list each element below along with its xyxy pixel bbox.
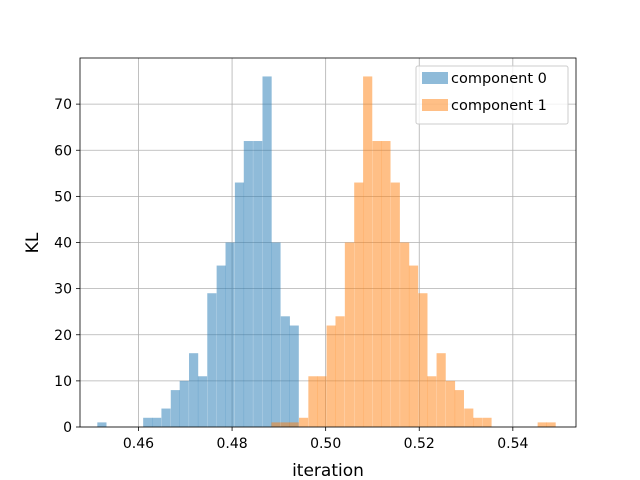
x-tick-label: 0.50 [310, 436, 341, 452]
y-tick-label: 10 [54, 374, 72, 390]
histogram-bar [225, 242, 235, 427]
legend-swatch [422, 99, 448, 111]
histogram-bar [262, 76, 272, 427]
legend-label: component 1 [451, 98, 547, 114]
histogram-bar [170, 390, 180, 427]
x-tick-label: 0.48 [216, 436, 247, 452]
histogram-bar [216, 265, 226, 427]
histogram-bar [418, 293, 428, 427]
histogram-bar [326, 325, 336, 427]
histogram-bar [344, 242, 355, 427]
histogram-bar [152, 417, 162, 427]
y-tick-label: 40 [54, 236, 72, 252]
histogram-bar [464, 408, 474, 427]
y-tick-label: 0 [63, 420, 72, 436]
series-0-bars [97, 76, 299, 427]
histogram-bar [253, 141, 263, 427]
histogram-bar [143, 417, 153, 427]
histogram-bar [197, 376, 208, 427]
series-1-bars [271, 76, 556, 427]
histogram-bar [445, 380, 456, 427]
histogram-bars [97, 76, 556, 427]
histogram-bar [390, 182, 400, 427]
axis-ticks: 0.46 0.48 0.50 0.52 0.54 0 10 20 30 40 50 60 70 [54, 97, 528, 452]
histogram-bar [354, 182, 364, 427]
histogram-bar [427, 376, 437, 427]
legend-swatch [422, 72, 448, 84]
histogram-bar [408, 265, 419, 427]
histogram-bar [317, 376, 327, 427]
histogram-bar [207, 293, 217, 427]
histogram-bar [335, 316, 345, 427]
histogram-bar [97, 422, 107, 427]
histogram-bar [546, 422, 556, 427]
histogram-bar [454, 390, 464, 427]
y-tick-label: 30 [54, 282, 72, 298]
legend-box [415, 65, 569, 125]
histogram-bar [161, 408, 171, 427]
histogram-bar [473, 417, 483, 427]
y-tick-label: 50 [54, 189, 72, 205]
histogram-bar [308, 376, 318, 427]
histogram-bar [179, 380, 189, 427]
histogram-bar [372, 141, 382, 427]
histogram-bar [189, 353, 199, 427]
histogram-bar [243, 141, 253, 427]
legend: component 0 component 1 [415, 65, 569, 125]
x-tick-label: 0.54 [497, 436, 528, 452]
y-tick-label: 70 [54, 97, 72, 113]
histogram-bar [234, 182, 245, 427]
legend-label: component 0 [451, 71, 547, 87]
histogram-bar [271, 422, 281, 427]
y-axis-label: KL [23, 232, 43, 253]
x-axis-label: iteration [292, 461, 364, 480]
x-tick-label: 0.52 [404, 436, 435, 452]
histogram-bar [271, 242, 281, 427]
histogram-bar [537, 422, 547, 427]
histogram-bar [436, 353, 446, 427]
histogram-bar [298, 417, 309, 427]
x-tick-label: 0.46 [123, 436, 154, 452]
histogram-bar [482, 417, 492, 427]
histogram-bar [381, 141, 391, 427]
histogram-bar [280, 316, 290, 427]
y-tick-label: 20 [54, 328, 72, 344]
histogram-bar [289, 422, 299, 427]
histogram-bar [363, 76, 373, 427]
y-tick-label: 60 [54, 143, 72, 159]
histogram-bar [280, 422, 290, 427]
histogram-bar [289, 325, 299, 427]
histogram-bar [400, 242, 410, 427]
